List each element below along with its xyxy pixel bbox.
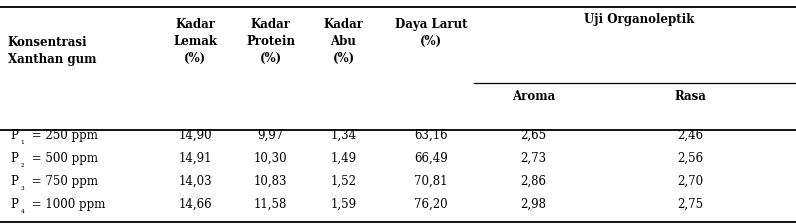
Text: Konsentrasi
Xanthan gum: Konsentrasi Xanthan gum bbox=[8, 36, 96, 66]
Text: 76,20: 76,20 bbox=[414, 198, 448, 211]
Text: Rasa: Rasa bbox=[674, 90, 707, 103]
Text: Uji Organoleptik: Uji Organoleptik bbox=[583, 13, 694, 26]
Text: 14,90: 14,90 bbox=[178, 129, 212, 142]
Text: = 750 ppm: = 750 ppm bbox=[28, 175, 98, 188]
Text: P: P bbox=[10, 198, 18, 211]
Text: ₄: ₄ bbox=[21, 206, 25, 215]
Text: 70,81: 70,81 bbox=[414, 175, 448, 188]
Text: ₃: ₃ bbox=[21, 183, 25, 192]
Text: 11,58: 11,58 bbox=[254, 198, 287, 211]
Text: = 500 ppm: = 500 ppm bbox=[28, 152, 98, 165]
Text: 10,83: 10,83 bbox=[254, 175, 287, 188]
Text: ₂: ₂ bbox=[21, 160, 25, 169]
Text: Kadar
Lemak
(%): Kadar Lemak (%) bbox=[173, 18, 217, 65]
Text: 14,66: 14,66 bbox=[178, 198, 212, 211]
Text: 10,30: 10,30 bbox=[254, 152, 287, 165]
Text: = 1000 ppm: = 1000 ppm bbox=[28, 198, 105, 211]
Text: 63,16: 63,16 bbox=[414, 129, 448, 142]
Text: 1,52: 1,52 bbox=[330, 175, 357, 188]
Text: P: P bbox=[10, 175, 18, 188]
Text: 2,75: 2,75 bbox=[677, 198, 704, 211]
Text: 2,73: 2,73 bbox=[521, 152, 546, 165]
Text: 2,98: 2,98 bbox=[521, 198, 546, 211]
Text: 1,49: 1,49 bbox=[330, 152, 357, 165]
Text: 14,91: 14,91 bbox=[178, 152, 212, 165]
Text: 14,03: 14,03 bbox=[178, 175, 212, 188]
Text: 2,46: 2,46 bbox=[677, 129, 704, 142]
Text: 2,70: 2,70 bbox=[677, 175, 704, 188]
Text: 2,56: 2,56 bbox=[677, 152, 704, 165]
Text: ₁: ₁ bbox=[21, 137, 25, 146]
Text: Aroma: Aroma bbox=[512, 90, 555, 103]
Text: = 250 ppm: = 250 ppm bbox=[28, 129, 98, 142]
Text: 2,86: 2,86 bbox=[521, 175, 546, 188]
Text: Daya Larut
(%): Daya Larut (%) bbox=[395, 18, 467, 48]
Text: 66,49: 66,49 bbox=[414, 152, 448, 165]
Text: Kadar
Abu
(%): Kadar Abu (%) bbox=[323, 18, 364, 65]
Text: P: P bbox=[10, 152, 18, 165]
Text: 2,65: 2,65 bbox=[521, 129, 546, 142]
Text: 1,34: 1,34 bbox=[330, 129, 357, 142]
Text: 1,59: 1,59 bbox=[330, 198, 357, 211]
Text: 9,97: 9,97 bbox=[258, 129, 283, 142]
Text: Kadar
Protein
(%): Kadar Protein (%) bbox=[246, 18, 295, 65]
Text: P: P bbox=[10, 129, 18, 142]
